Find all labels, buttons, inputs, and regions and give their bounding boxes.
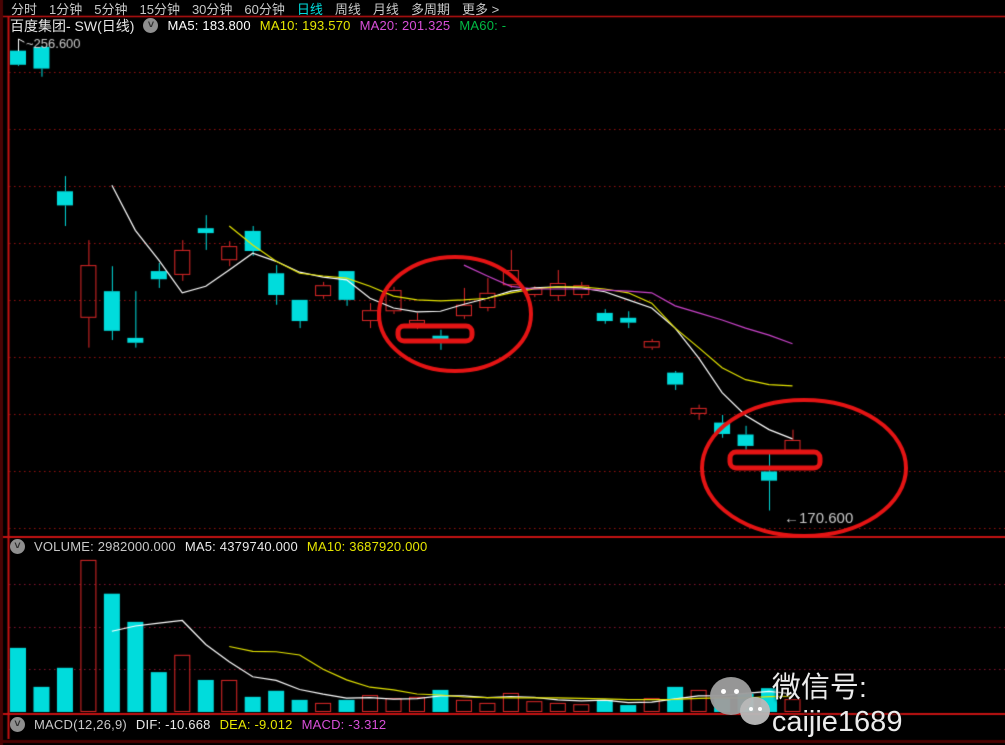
volume-indicator-label: VOLUME: 2982000.000 xyxy=(34,539,176,554)
symbol-title: 百度集团- SW(日线) xyxy=(10,17,135,34)
chevron-down-icon[interactable]: ˅ xyxy=(10,539,25,554)
indicator-label: MA10: 193.570 xyxy=(259,18,351,33)
menu-item-11[interactable]: 更多 > xyxy=(461,1,500,17)
macd-header: ˅ MACD(12,26,9) DIF: -10.668 DEA: -9.012 MA… xyxy=(10,716,386,733)
title-bar: 百度集团- SW(日线) ˅ MA5: 183.800 MA10: 193.570… xyxy=(10,17,506,34)
menu-item-1[interactable]: 分时 xyxy=(11,1,38,17)
chevron-down-icon[interactable]: ˅ xyxy=(143,18,159,33)
indicator-label: MA20: 201.325 xyxy=(359,18,451,33)
menu-item-8[interactable]: 周线 xyxy=(334,1,361,17)
macd-indicator-label: DIF: -10.668 xyxy=(135,717,211,732)
watermark-text: 微信号: caijie1689 xyxy=(771,672,903,738)
macd-indicator-label: DEA: -9.012 xyxy=(219,717,293,732)
wechat-watermark: 微信号: caijie1689 xyxy=(708,664,1005,739)
menu-item-10[interactable]: 多周期 xyxy=(410,1,450,17)
macd-indicator-label: MACD: -3.312 xyxy=(301,717,387,732)
volume-header: ˅ VOLUME: 2982000.000 MA5: 4379740.000 MA1… xyxy=(10,538,427,555)
period-menu: 分时 1分钟 5分钟 15分钟 30分钟 60分钟 日线 周线 月线 多周期 更多 > xyxy=(11,0,500,17)
menu-item-9[interactable]: 月线 xyxy=(372,1,399,17)
menu-item-3[interactable]: 5分钟 xyxy=(94,1,128,17)
menu-item-6[interactable]: 60分钟 xyxy=(244,1,285,17)
chevron-down-icon[interactable]: ˅ xyxy=(10,717,25,732)
wechat-icon xyxy=(708,673,770,731)
indicator-label: MA60: - xyxy=(459,18,507,33)
menu-item-5[interactable]: 30分钟 xyxy=(191,1,233,17)
menu-item-7[interactable]: 日线 xyxy=(296,1,323,17)
macd-indicator-label: MACD(12,26,9) xyxy=(34,717,127,732)
volume-indicator-label: MA10: 3687920.000 xyxy=(306,539,428,554)
menu-item-2[interactable]: 1分钟 xyxy=(49,1,83,17)
volume-indicator-label: MA5: 4379740.000 xyxy=(184,539,298,554)
menu-item-4[interactable]: 15分钟 xyxy=(139,1,180,17)
indicator-label: MA5: 183.800 xyxy=(167,18,251,33)
